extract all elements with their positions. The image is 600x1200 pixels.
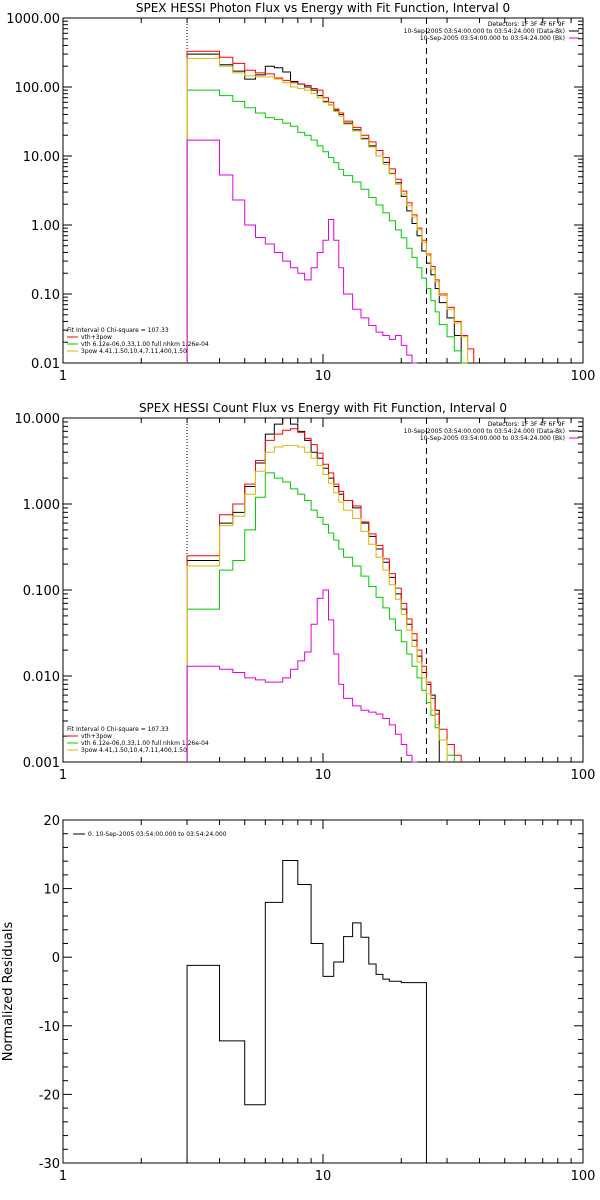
y-tick-label: -10 xyxy=(39,1020,60,1035)
x-tick-label: 100 xyxy=(571,768,596,783)
y-tick-label: 0.10 xyxy=(31,288,60,303)
annotation-top-right: Detectors: 1F 3F 4F 6F 9F xyxy=(488,21,566,28)
plot-frame xyxy=(62,17,584,364)
series-line-4 xyxy=(186,57,469,363)
annotation-bottom-left: 3pow 4.41,1.50,10.4,7.11,400,1.50 xyxy=(81,348,187,355)
chart-1: SPEX HESSI Photon Flux vs Energy with Fi… xyxy=(6,1,595,384)
annotation-bottom-left: vth 6.12e-06,0.33,1.00 full nhkm 1.26e-0… xyxy=(81,341,209,348)
annotation-bottom-left: vth 6.12e-06,0.33,1.00 full nhkm 1.26e-0… xyxy=(81,740,209,747)
y-axis-label: Normalized Residuals xyxy=(1,922,16,1062)
x-tick-label: 1 xyxy=(59,768,67,783)
series-line-4 xyxy=(186,444,448,762)
annotation-top-right: 10-Sep-2005 03:54:00.000 to 03:54:24.000… xyxy=(420,35,565,42)
x-tick-label: 1 xyxy=(59,1169,67,1184)
y-tick-label: 10.00 xyxy=(23,150,60,165)
annotation-bottom-left: 3pow 4.41,1.50,10.4,7.11,400,1.50 xyxy=(81,747,187,754)
y-tick-label: 0.001 xyxy=(23,756,60,771)
series-line-5 xyxy=(186,589,418,763)
series-line-1 xyxy=(186,53,462,363)
y-tick-label: 1.00 xyxy=(31,219,60,234)
series-line-3 xyxy=(186,472,455,762)
annotation-top-right: 10-Sep-2005 03:54:00.000 to 03:54:24.000… xyxy=(404,428,565,435)
series-line-2 xyxy=(186,428,462,762)
annotation-top-right: Detectors: 1F 3F 4F 6F 9F xyxy=(488,421,566,428)
y-tick-label: 0.010 xyxy=(23,670,60,685)
plot-frame xyxy=(62,819,584,1164)
y-tick-label: 0 xyxy=(52,951,60,966)
series-line-1 xyxy=(186,859,427,1163)
y-tick-label: 0.01 xyxy=(31,357,60,372)
series-line-3 xyxy=(186,89,468,364)
legend-label: 0. 10-Sep-2005 03:54:00.000 to 03:54:24.… xyxy=(88,831,227,838)
x-tick-label: 10 xyxy=(315,369,332,384)
y-tick-label: -30 xyxy=(39,1157,60,1172)
y-tick-label: 20 xyxy=(43,814,60,829)
annotation-bottom-left: Fit Interval 0 Chi-square = 107.33 xyxy=(67,327,169,334)
y-tick-label: 1000.00 xyxy=(6,12,60,27)
x-tick-label: 10 xyxy=(315,1169,332,1184)
x-tick-label: 100 xyxy=(571,369,596,384)
chart-3: 1 10 100 -30 -20 -10 0 10 20 Normalized Residuals… xyxy=(1,814,595,1184)
series-line-5 xyxy=(186,139,418,364)
y-tick-label: 100.00 xyxy=(15,81,61,96)
y-tick-label: 1.000 xyxy=(23,498,60,513)
annotation-top-right: 10-Sep-2005 03:54:00.000 to 03:54:24.000… xyxy=(404,28,565,35)
annotation-bottom-left: vth+3pow xyxy=(81,334,112,341)
chart-2: SPEX HESSI Count Flux vs Energy with Fit… xyxy=(15,401,596,783)
annotation-bottom-left: Fit Interval 0 Chi-square = 107.33 xyxy=(67,726,169,733)
annotation-top-right: 10-Sep-2005 03:54:00.000 to 03:54:24.000… xyxy=(420,435,565,442)
chart-title: SPEX HESSI Count Flux vs Energy with Fit… xyxy=(139,401,507,415)
x-tick-label: 1 xyxy=(59,369,67,384)
x-tick-label: 100 xyxy=(571,1169,596,1184)
chart-title: SPEX HESSI Photon Flux vs Energy with Fi… xyxy=(136,1,510,15)
y-tick-label: 10 xyxy=(43,883,60,898)
y-tick-label: 0.100 xyxy=(23,584,60,599)
x-tick-label: 10 xyxy=(315,768,332,783)
y-tick-label: -20 xyxy=(39,1088,60,1103)
series-line-2 xyxy=(186,50,475,363)
y-tick-label: 10.000 xyxy=(15,412,61,427)
annotation-bottom-left: vth+3pow xyxy=(81,733,112,740)
